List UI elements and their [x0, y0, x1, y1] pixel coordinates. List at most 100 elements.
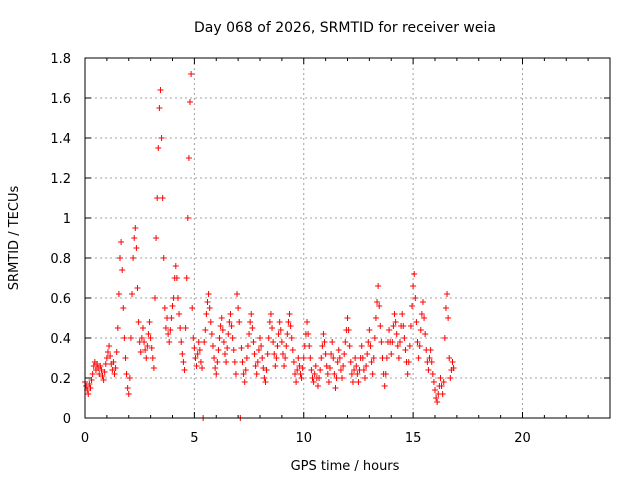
x-tick-label: 0 [81, 431, 89, 446]
data-point [344, 315, 351, 321]
data-point [354, 371, 361, 377]
data-point [434, 399, 441, 405]
data-point [292, 371, 298, 377]
data-point [319, 343, 326, 349]
data-point [87, 385, 94, 391]
data-point [412, 295, 419, 301]
data-point [393, 331, 400, 337]
data-point [295, 355, 302, 361]
data-point [334, 359, 341, 365]
data-point [450, 365, 457, 371]
data-point [389, 339, 396, 345]
data-point [94, 361, 101, 367]
y-tick-label: 0.2 [50, 372, 71, 387]
data-point [438, 383, 445, 389]
data-point [348, 371, 355, 377]
data-point [125, 391, 132, 397]
data-point [226, 319, 233, 325]
data-point [229, 335, 236, 341]
data-point [100, 377, 107, 383]
data-point [400, 323, 407, 329]
data-point [281, 363, 288, 369]
data-point [114, 325, 121, 331]
data-point [153, 235, 160, 241]
data-point [133, 245, 140, 251]
data-point [261, 375, 268, 381]
data-point [104, 349, 111, 355]
data-point [323, 363, 330, 369]
data-point [138, 335, 145, 341]
y-axis-label: SRMTID / TECUs [7, 186, 22, 291]
data-point [161, 305, 168, 311]
data-point [365, 339, 372, 345]
data-point [101, 369, 108, 375]
data-point [440, 379, 447, 385]
data-point [347, 359, 354, 365]
data-point [165, 331, 172, 337]
data-point [187, 99, 193, 105]
data-point [259, 355, 266, 361]
data-point [263, 367, 270, 373]
data-point [388, 351, 395, 357]
data-point [152, 295, 158, 301]
data-point [351, 367, 358, 373]
data-point [444, 291, 451, 297]
data-point [328, 351, 335, 357]
data-point [269, 325, 276, 331]
data-point [439, 391, 446, 397]
data-point [414, 339, 421, 345]
data-point [188, 71, 195, 77]
data-point [240, 371, 247, 377]
data-point [127, 335, 134, 341]
data-point [430, 379, 437, 385]
data-point [442, 305, 449, 311]
data-point [318, 355, 325, 361]
data-point [324, 371, 331, 377]
data-point [89, 371, 96, 377]
data-point [277, 327, 284, 333]
data-point [337, 367, 344, 373]
data-point [267, 311, 274, 317]
data-point [287, 323, 294, 329]
data-point [97, 363, 104, 369]
data-point [227, 311, 234, 317]
data-point [132, 225, 139, 231]
data-point [130, 255, 137, 261]
data-point [254, 359, 261, 365]
data-point [117, 255, 123, 261]
data-point [397, 339, 403, 345]
data-point [407, 323, 414, 329]
data-point [418, 311, 425, 317]
data-point [196, 347, 203, 353]
x-axis-label: GPS time / hours [291, 459, 400, 474]
data-point [415, 355, 422, 361]
data-point [182, 325, 189, 331]
data-point [111, 371, 118, 377]
data-point [364, 351, 371, 357]
data-point [304, 319, 311, 325]
data-point [201, 339, 208, 345]
x-tick-label: 5 [190, 431, 198, 446]
tick-labels: 0 5 10 15 20 0 0.2 0.4 0.6 0.8 1 1.2 1.4 1.6 1.8 [50, 52, 530, 446]
data-point [296, 363, 303, 369]
data-point [329, 339, 336, 345]
data-point [242, 367, 249, 373]
data-point [156, 105, 163, 111]
data-point [283, 343, 290, 349]
data-point [311, 371, 318, 377]
y-tick-label: 1.6 [50, 92, 71, 107]
data-point [433, 395, 440, 401]
data-point [310, 379, 317, 385]
data-point [169, 303, 176, 309]
data-point [392, 319, 399, 325]
data-point [193, 363, 200, 369]
data-point [241, 379, 248, 385]
data-point [321, 339, 328, 345]
data-point [289, 347, 296, 353]
data-point [402, 347, 409, 353]
data-point [413, 319, 420, 325]
data-point [255, 347, 262, 353]
data-point [173, 275, 180, 281]
data-point [330, 355, 337, 361]
